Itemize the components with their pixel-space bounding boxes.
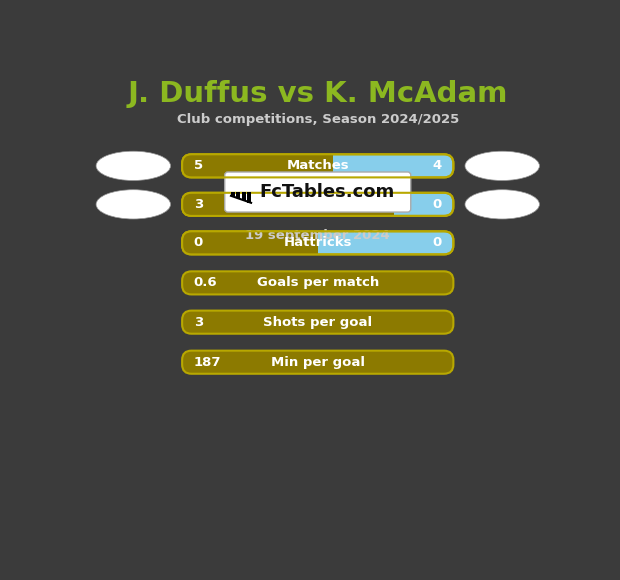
Ellipse shape xyxy=(465,151,539,180)
FancyBboxPatch shape xyxy=(182,154,453,177)
Text: 19 september 2024: 19 september 2024 xyxy=(246,229,390,242)
Text: J. Duffus vs K. McAdam: J. Duffus vs K. McAdam xyxy=(128,80,508,108)
Ellipse shape xyxy=(96,190,170,219)
FancyBboxPatch shape xyxy=(182,193,453,216)
Text: Matches: Matches xyxy=(286,160,349,172)
FancyBboxPatch shape xyxy=(182,154,453,177)
Text: 187: 187 xyxy=(193,356,221,369)
FancyBboxPatch shape xyxy=(182,311,453,333)
Text: 0: 0 xyxy=(193,237,203,249)
FancyBboxPatch shape xyxy=(182,351,453,374)
Text: 3: 3 xyxy=(193,198,203,211)
FancyBboxPatch shape xyxy=(224,172,410,212)
Text: FcTables.com: FcTables.com xyxy=(259,183,395,201)
Ellipse shape xyxy=(465,190,539,219)
Text: 0: 0 xyxy=(433,198,441,211)
Text: Min per goal: Min per goal xyxy=(271,356,365,369)
Bar xyxy=(242,192,246,200)
Ellipse shape xyxy=(96,151,170,180)
Text: 0: 0 xyxy=(433,237,441,249)
FancyBboxPatch shape xyxy=(182,193,453,216)
Text: Goals per match: Goals per match xyxy=(257,277,379,289)
FancyBboxPatch shape xyxy=(182,231,453,255)
Text: Hattricks: Hattricks xyxy=(283,237,352,249)
Text: Club competitions, Season 2024/2025: Club competitions, Season 2024/2025 xyxy=(177,113,459,126)
Text: 5: 5 xyxy=(193,160,203,172)
Text: 0.6: 0.6 xyxy=(193,277,218,289)
Text: 4: 4 xyxy=(433,160,441,172)
Text: 3: 3 xyxy=(193,316,203,329)
Bar xyxy=(247,192,251,203)
FancyBboxPatch shape xyxy=(182,271,453,295)
Text: Shots per goal: Shots per goal xyxy=(263,316,373,329)
Bar xyxy=(236,192,241,198)
Text: Goals: Goals xyxy=(297,198,339,211)
Bar xyxy=(231,192,235,196)
FancyBboxPatch shape xyxy=(182,231,453,255)
